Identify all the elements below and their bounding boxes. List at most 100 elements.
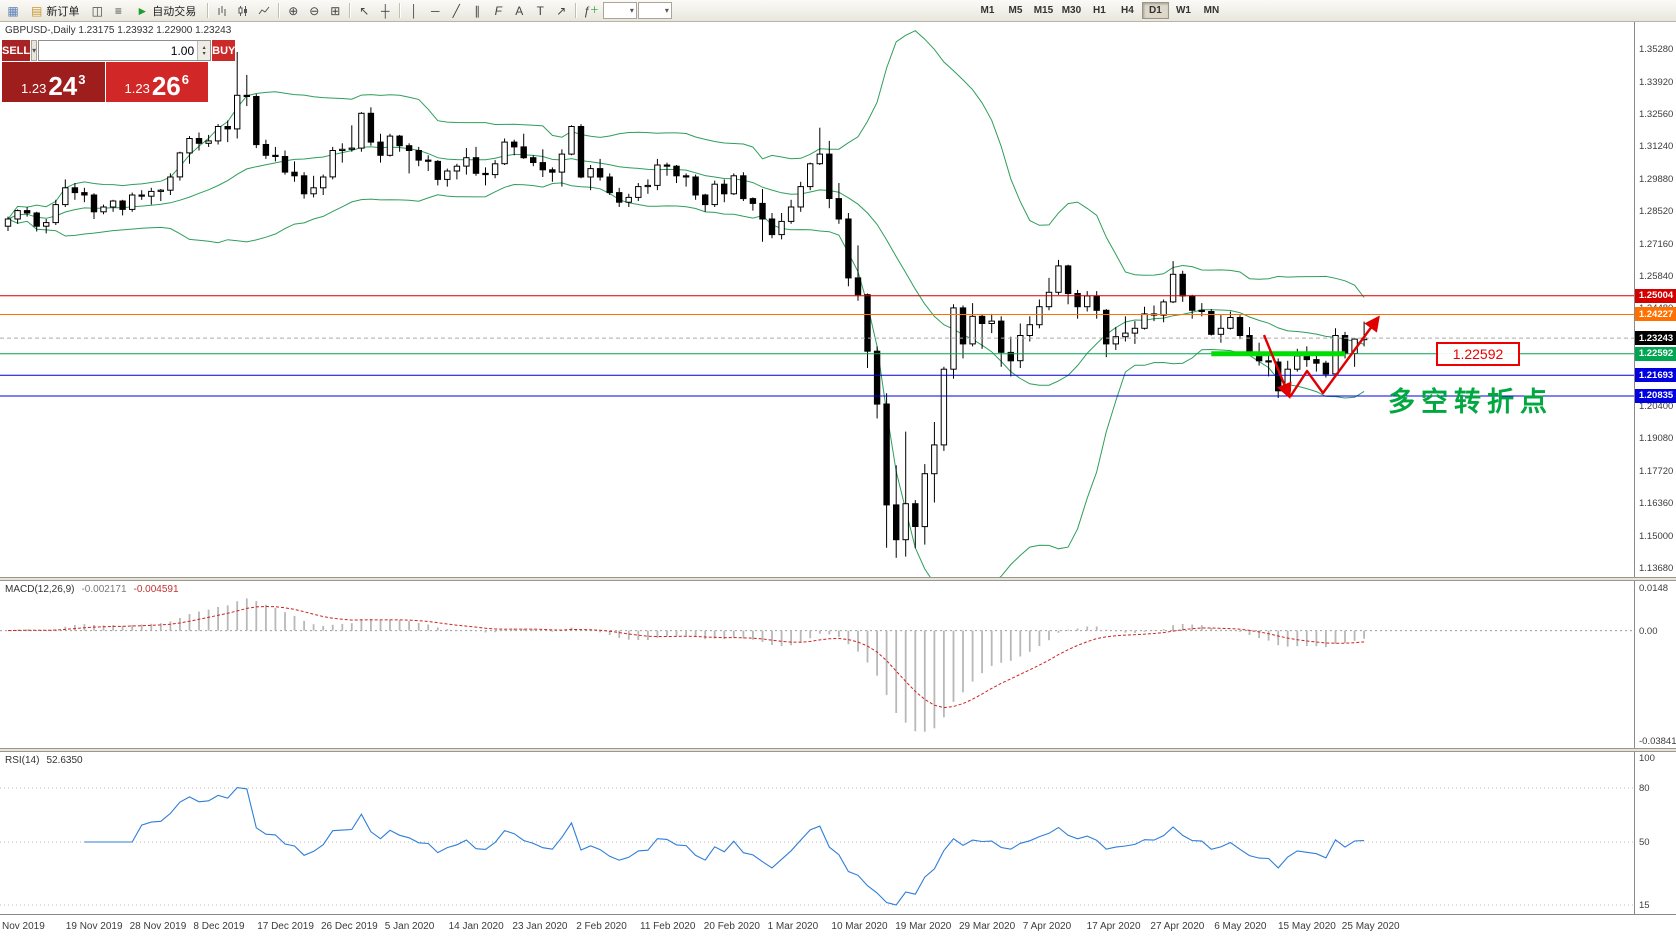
timeframe-h1[interactable]: H1 bbox=[1093, 5, 1106, 16]
sell-price-button[interactable]: 1.23 24 3 bbox=[2, 62, 105, 102]
fibonacci-button[interactable]: F bbox=[488, 1, 508, 20]
rsi-tick: 100 bbox=[1639, 753, 1655, 764]
date-label: 14 Jan 2020 bbox=[448, 921, 504, 932]
order-settings-dropdown[interactable]: ▾ bbox=[31, 40, 38, 61]
date-label: 25 May 2020 bbox=[1341, 921, 1400, 932]
new-order-button[interactable]: ▤ 新订单 bbox=[24, 1, 86, 20]
pane-splitter[interactable] bbox=[0, 748, 1676, 752]
macd-signal-value: -0.004591 bbox=[133, 584, 179, 595]
timeframe-h4[interactable]: H4 bbox=[1121, 5, 1134, 16]
indicators-dropdown[interactable]: ▾ bbox=[602, 2, 637, 19]
horizontal-line-button[interactable]: ─ bbox=[425, 1, 445, 20]
date-label: 26 Dec 2019 bbox=[321, 921, 378, 932]
buy-price-button[interactable]: 1.23 26 6 bbox=[105, 62, 208, 102]
bollinger-middle bbox=[7, 146, 1365, 386]
bar-chart-button[interactable] bbox=[212, 1, 232, 20]
macd-name: MACD(12,26,9) bbox=[5, 584, 75, 595]
templates-dropdown[interactable]: ▾ bbox=[637, 2, 672, 19]
volume-input[interactable] bbox=[39, 41, 198, 60]
volume-spinner[interactable]: ▴ ▾ bbox=[197, 41, 211, 60]
date-label: 29 Mar 2020 bbox=[959, 921, 1016, 932]
channel-button[interactable]: ∥ bbox=[467, 1, 487, 20]
candlestick-chart[interactable] bbox=[0, 22, 1634, 577]
candle-chart-button[interactable] bbox=[233, 1, 253, 20]
price-tick: 1.25840 bbox=[1639, 270, 1674, 282]
price-tick: 1.33920 bbox=[1639, 76, 1674, 88]
chevron-down-icon: ▾ bbox=[664, 6, 669, 15]
macd-histogram bbox=[16, 598, 1365, 732]
spinner-down-icon: ▾ bbox=[202, 50, 206, 57]
tile-windows-button[interactable]: ⊞ bbox=[325, 1, 345, 20]
indicators-button[interactable]: ƒ ＋ bbox=[580, 1, 602, 20]
plus-icon: ＋ bbox=[589, 5, 599, 15]
timeframe-mn[interactable]: MN bbox=[1203, 5, 1220, 16]
macd-chart[interactable] bbox=[0, 581, 1634, 748]
price-tick: 1.31240 bbox=[1639, 140, 1674, 152]
rsi-chart[interactable] bbox=[0, 752, 1634, 914]
text-label-button[interactable]: T bbox=[530, 1, 550, 20]
macd-label: MACD(12,26,9) -0.002171 -0.004591 bbox=[5, 584, 179, 595]
fibonacci-icon: F bbox=[494, 3, 502, 18]
sell-button[interactable]: SELL bbox=[2, 40, 31, 61]
new-chart-button[interactable]: ▦ bbox=[3, 1, 23, 20]
new-chart-icon: ▦ bbox=[7, 3, 19, 18]
date-label: 19 Nov 2019 bbox=[65, 921, 123, 932]
zoom-in-button[interactable]: ⊕ bbox=[283, 1, 303, 20]
market-watch-button[interactable]: ≡ bbox=[108, 1, 128, 20]
price-axis[interactable]: 1.35280 1.33920 1.32560 1.31240 1.29880 1.285… bbox=[1634, 22, 1676, 914]
volume-field: ▴▾ bbox=[38, 40, 212, 61]
macd-pane[interactable]: MACD(12,26,9) -0.002171 -0.004591 bbox=[0, 581, 1634, 748]
sell-price-point: 3 bbox=[78, 72, 86, 87]
toolbar-separator bbox=[349, 3, 351, 18]
cursor-button[interactable]: ↖ bbox=[354, 1, 374, 20]
price-level-label[interactable]: 1.22592 bbox=[1436, 342, 1520, 366]
rsi-name: RSI(14) bbox=[5, 755, 40, 766]
toolbar-separator bbox=[575, 3, 577, 18]
trendline-button[interactable]: ╱ bbox=[446, 1, 466, 20]
line-chart-button[interactable] bbox=[254, 1, 274, 20]
timeframe-m15[interactable]: M15 bbox=[1033, 5, 1054, 16]
timeframe-w1[interactable]: W1 bbox=[1175, 5, 1191, 16]
pane-splitter[interactable] bbox=[0, 577, 1676, 581]
timeframe-m1[interactable]: M1 bbox=[980, 5, 995, 16]
text-tool-button[interactable]: A bbox=[509, 1, 529, 20]
timeframe-m5[interactable]: M5 bbox=[1008, 5, 1023, 16]
timeframe-m30[interactable]: M30 bbox=[1061, 5, 1082, 16]
indicators-icon: ƒ bbox=[583, 3, 590, 18]
new-order-icon: ▤ bbox=[31, 3, 43, 18]
date-label: 19 Mar 2020 bbox=[895, 921, 952, 932]
date-axis[interactable]: Nov 2019 19 Nov 2019 28 Nov 2019 8 Dec 2019… bbox=[0, 914, 1676, 939]
vertical-line-button[interactable]: │ bbox=[404, 1, 424, 20]
spinner-up-icon: ▴ bbox=[202, 44, 206, 51]
line-chart-icon bbox=[258, 6, 270, 14]
price-tag-1.22592: 1.22592 bbox=[1635, 346, 1676, 361]
bollinger-upper bbox=[7, 30, 1365, 298]
auto-trading-button[interactable]: ► 自动交易 bbox=[129, 1, 203, 20]
macd-main-value: -0.002171 bbox=[81, 584, 127, 595]
buy-price-base: 1.23 bbox=[124, 80, 150, 96]
vertical-line-icon: │ bbox=[410, 3, 418, 18]
zoom-in-icon: ⊕ bbox=[288, 3, 299, 18]
price-tag-1.25004: 1.25004 bbox=[1635, 288, 1676, 303]
date-label: 1 Mar 2020 bbox=[767, 921, 819, 932]
price-tick: 1.16360 bbox=[1639, 498, 1674, 510]
toolbar-separator bbox=[278, 3, 280, 18]
zoom-out-button[interactable]: ⊖ bbox=[304, 1, 324, 20]
timeframe-d1[interactable]: D1 bbox=[1141, 2, 1169, 19]
rsi-pane[interactable]: RSI(14) 52.6350 bbox=[0, 752, 1634, 914]
macd-tick: 0.00 bbox=[1639, 625, 1658, 637]
chevron-down-icon: ▾ bbox=[629, 6, 634, 15]
bollinger-lower bbox=[7, 182, 1365, 577]
sell-price-pips: 24 bbox=[48, 70, 78, 101]
main-chart-pane[interactable]: GBPUSD-,Daily 1.23175 1.23932 1.22900 1.… bbox=[0, 22, 1634, 577]
annotation-text[interactable]: 多空转折点 bbox=[1388, 387, 1553, 417]
trend-arrows[interactable] bbox=[1262, 315, 1380, 399]
zoom-out-icon: ⊖ bbox=[309, 3, 320, 18]
price-tick: 1.20400 bbox=[1639, 401, 1674, 413]
buy-button[interactable]: BUY bbox=[212, 40, 236, 61]
chart-profiles-button[interactable]: ◫ bbox=[87, 1, 107, 20]
arrow-object-button[interactable]: ↗ bbox=[551, 1, 571, 20]
crosshair-button[interactable]: ┼ bbox=[375, 1, 395, 20]
sell-price-base: 1.23 bbox=[21, 80, 47, 96]
